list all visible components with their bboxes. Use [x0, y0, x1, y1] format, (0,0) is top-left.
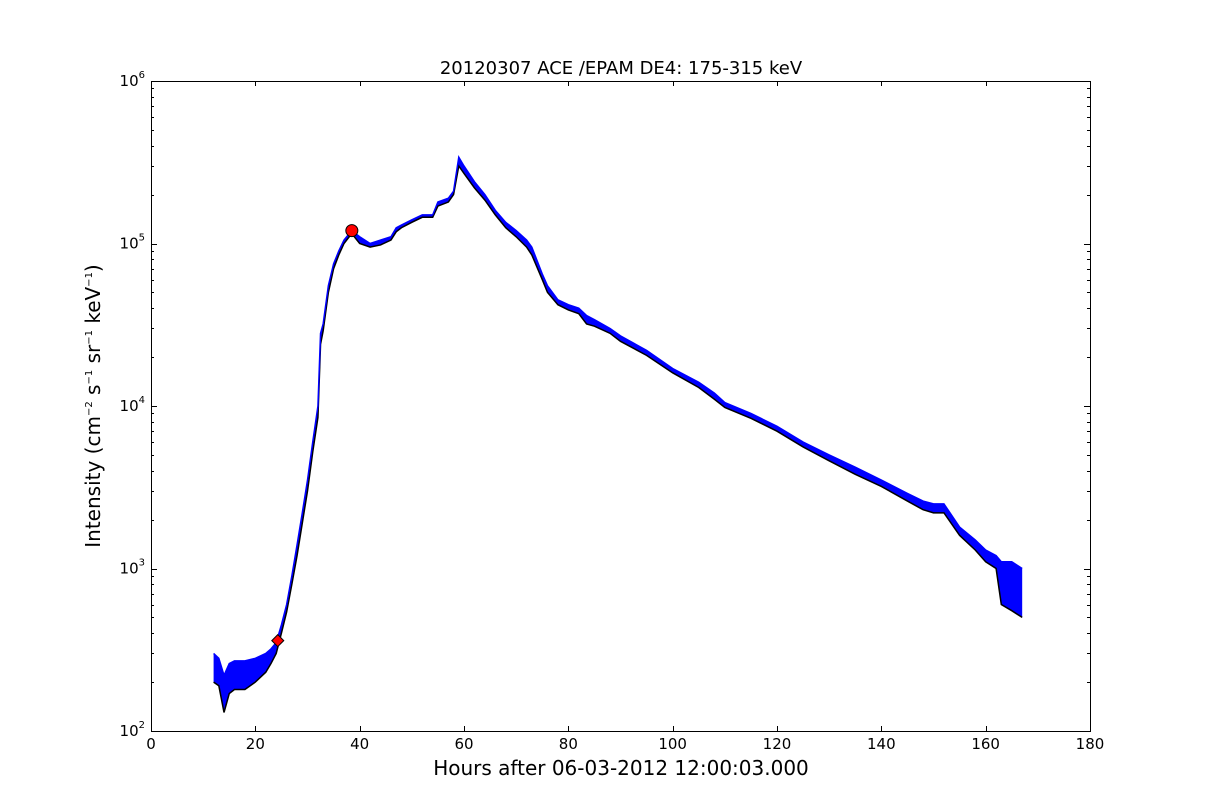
marker-diamond [271, 633, 285, 648]
series-layer [213, 154, 1023, 713]
marker-layer [271, 224, 359, 648]
x-tick-label: 180 [1076, 735, 1105, 753]
y-tick-label: 104 [120, 395, 145, 415]
x-tick-label: 160 [971, 735, 1000, 753]
x-tick-label: 80 [559, 735, 578, 753]
marker-circle [345, 224, 359, 238]
series-0-lower-line [213, 164, 1023, 713]
y-tick-label: 105 [120, 233, 145, 253]
series-0-upper-line [213, 154, 1023, 678]
x-tick-label: 40 [350, 735, 369, 753]
y-axis: 102 103 104 105 106 [120, 70, 1090, 740]
x-tick-label: 100 [658, 735, 687, 753]
chart-title: 20120307 ACE /EPAM DE4: 175-315 keV [440, 58, 803, 79]
x-tick-label: 120 [763, 735, 792, 753]
y-axis-label: Intensity (cm−2 s−1 sr−1 keV−1) [81, 264, 105, 548]
x-tick-label: 0 [146, 735, 156, 753]
x-tick-label: 140 [867, 735, 896, 753]
y-tick-label: 106 [120, 70, 145, 90]
x-tick-label: 60 [454, 735, 473, 753]
y-tick-label: 102 [120, 720, 145, 740]
x-axis-label: Hours after 06-03-2012 12:00:03.000 [433, 756, 809, 780]
x-axis: 0 20 40 60 80 100 120 140 160 180 [146, 81, 1104, 753]
y-tick-label: 103 [120, 558, 145, 578]
x-tick-label: 20 [246, 735, 265, 753]
